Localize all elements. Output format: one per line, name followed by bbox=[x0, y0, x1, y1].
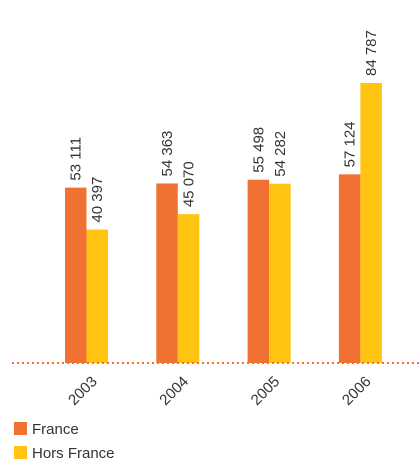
legend-label: France bbox=[32, 421, 79, 438]
x-tick-label: 2004 bbox=[156, 373, 192, 409]
value-label: 55 498 bbox=[250, 127, 267, 173]
legend-label: Hors France bbox=[32, 445, 115, 462]
value-label: 84 787 bbox=[363, 30, 380, 76]
bar bbox=[247, 179, 270, 363]
bar bbox=[269, 183, 291, 363]
bar bbox=[338, 174, 361, 363]
bar bbox=[65, 187, 87, 363]
x-tick-label: 2006 bbox=[339, 373, 375, 409]
bar bbox=[156, 183, 178, 363]
bar bbox=[86, 229, 108, 363]
value-label: 40 397 bbox=[89, 177, 106, 223]
bar bbox=[177, 214, 200, 363]
value-label: 45 070 bbox=[181, 161, 198, 207]
legend-swatch bbox=[14, 422, 27, 435]
value-label: 54 282 bbox=[272, 131, 289, 177]
x-tick-label: 2005 bbox=[248, 373, 284, 409]
value-label: 53 111 bbox=[68, 137, 85, 181]
value-label: 57 124 bbox=[342, 121, 359, 167]
value-label: 54 363 bbox=[159, 131, 176, 177]
x-tick-label: 2003 bbox=[65, 373, 101, 409]
bar bbox=[360, 83, 382, 363]
legend-swatch bbox=[14, 446, 27, 459]
